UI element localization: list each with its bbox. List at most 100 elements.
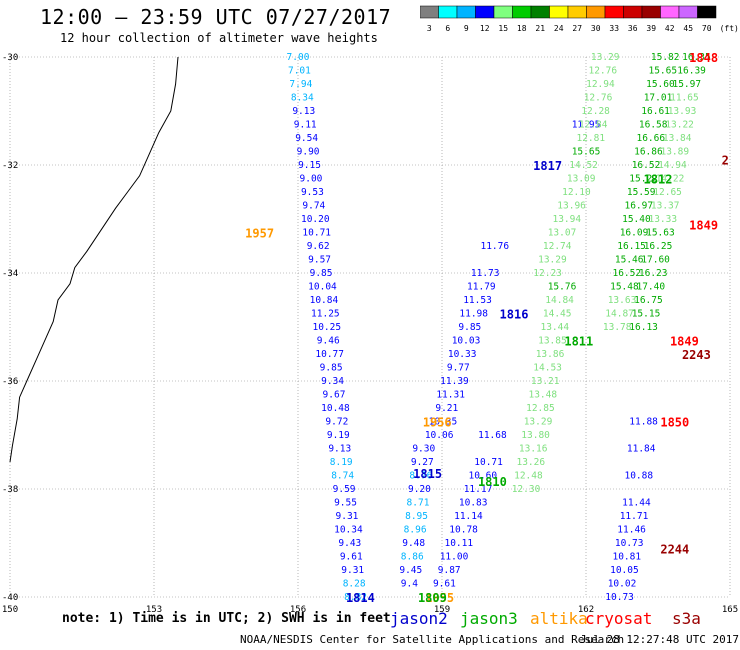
- wave-height-label: 10.33: [448, 349, 477, 360]
- wave-height-label: 12.94: [586, 79, 615, 90]
- note-text: note: 1) Time is in UTC; 2) SWH is in fe…: [62, 611, 391, 626]
- wave-height-label: 13.21: [531, 376, 560, 387]
- wave-height-label: 9.85: [320, 363, 343, 374]
- wave-height-label: 17.40: [636, 282, 665, 293]
- wave-height-label: 16.86: [634, 147, 663, 158]
- satellite-legend-jason3: jason3: [460, 609, 518, 628]
- wave-height-label: 15.76: [548, 282, 577, 293]
- pass-time-label: 1811: [564, 335, 593, 349]
- wave-height-label: 10.06: [425, 430, 454, 441]
- wave-height-label: 9.54: [295, 133, 318, 144]
- wave-height-label: 13.44: [540, 322, 569, 333]
- pass-time-label: 2244: [660, 542, 689, 556]
- wave-height-label: 11.44: [622, 498, 651, 509]
- wave-height-label: 11.68: [478, 430, 507, 441]
- wave-height-label: 10.88: [624, 471, 653, 482]
- wave-height-label: 11.95: [572, 120, 601, 131]
- wave-height-label: 13.48: [528, 390, 557, 401]
- wave-height-label: 9.31: [336, 511, 359, 522]
- wave-height-label: 8.82: [344, 592, 367, 603]
- legend-tick-label: 21: [535, 24, 545, 33]
- pass-time-label: 2243: [682, 348, 711, 362]
- wave-height-label: 9.11: [294, 120, 317, 131]
- wave-height-label: 14.53: [533, 363, 562, 374]
- wave-height-label: 15.48: [610, 282, 639, 293]
- wave-height-label: 16.23: [639, 268, 668, 279]
- wave-height-label: 11.79: [467, 282, 496, 293]
- wave-height-label: 12.76: [588, 66, 617, 77]
- wave-height-label: 10.35: [429, 417, 458, 428]
- x-tick-label: 165: [722, 605, 738, 615]
- wave-height-label: 10.25: [312, 322, 341, 333]
- wave-height-label: 14.22: [656, 174, 685, 185]
- wave-height-label: 13.29: [591, 52, 620, 63]
- legend-tick-label: 18: [517, 24, 527, 33]
- wave-height-label: 13.96: [557, 201, 586, 212]
- wave-height-label: 16.35: [682, 52, 711, 63]
- wave-height-label: 11.88: [629, 417, 658, 428]
- legend-tick-label: 33: [609, 24, 619, 33]
- legend-tick-label: 3: [427, 24, 432, 33]
- timestamp-text: Jul 28 12:27:48 UTC 2017: [580, 633, 739, 646]
- wave-height-label: 15.82: [651, 52, 680, 63]
- pass-time-label: 1955: [425, 591, 454, 605]
- pass-time-label: 1957: [245, 227, 274, 241]
- wave-height-label: 13.86: [536, 349, 565, 360]
- coastline: [9, 56, 179, 463]
- wave-height-label: 7.94: [289, 79, 312, 90]
- wave-height-label: 12.84: [579, 120, 608, 131]
- wave-height-label: 9.46: [317, 336, 340, 347]
- wave-height-label: 13.33: [648, 214, 677, 225]
- x-tick-label: 156: [290, 605, 306, 615]
- wave-height-label: 14.94: [658, 160, 687, 171]
- wave-height-label: 9.90: [297, 147, 320, 158]
- wave-height-label: 13.85: [538, 336, 567, 347]
- wave-height-label: 10.73: [615, 538, 644, 549]
- legend-tick-label: 70: [702, 24, 712, 33]
- pass-time-label: 1956: [423, 416, 452, 430]
- wave-height-label: 9.45: [399, 565, 422, 576]
- wave-height-label: 9.87: [438, 565, 461, 576]
- wave-height-label: 13.09: [567, 174, 596, 185]
- wave-height-label: 12.23: [533, 268, 562, 279]
- wave-height-label: 14.52: [569, 160, 598, 171]
- x-tick-label: 150: [2, 605, 18, 615]
- wave-height-label: 9.20: [408, 484, 431, 495]
- satellite-legend-s3a: s3a: [672, 609, 701, 628]
- wave-height-label: 9.48: [402, 538, 425, 549]
- wave-height-label: 9.59: [333, 484, 356, 495]
- wave-height-label: 16.15: [617, 241, 646, 252]
- color-legend: 3 6 9 12 15 18 21 24 27 30 33 36 39 42 45 70 (ft): [420, 5, 739, 33]
- wave-height-label: 12.28: [581, 106, 610, 117]
- pass-time-label: 1849: [689, 218, 718, 232]
- wave-height-label: 12.81: [576, 133, 605, 144]
- wave-height-label: 15.60: [646, 79, 675, 90]
- wave-height-label: 17.60: [641, 255, 670, 266]
- wave-height-label: 13.89: [660, 147, 689, 158]
- wave-height-label: 9.55: [334, 498, 357, 509]
- wave-height-label: 13.63: [608, 295, 637, 306]
- wave-height-label: 13.07: [548, 228, 577, 239]
- legend-tick-label: 39: [646, 24, 656, 33]
- wave-height-label: 10.34: [334, 525, 363, 536]
- legend-swatch: [697, 5, 717, 19]
- wave-height-label: 17.01: [644, 93, 673, 104]
- legend-tick-label: 36: [628, 24, 638, 33]
- y-tick-label: -32: [2, 161, 18, 171]
- legend-tick-label: 12: [480, 24, 490, 33]
- legend-tick-label: 27: [572, 24, 582, 33]
- legend-tick-label: 30: [591, 24, 601, 33]
- wave-height-label: 9.61: [433, 579, 456, 590]
- x-tick-label: 162: [578, 605, 594, 615]
- wave-height-label: 9.53: [301, 187, 324, 198]
- pass-time-label: 1849: [670, 335, 699, 349]
- wave-height-label: 13.26: [516, 457, 545, 468]
- wave-height-label: 14.87: [605, 309, 634, 320]
- pass-time-label: 1817: [533, 159, 562, 173]
- wave-height-label: 11.53: [463, 295, 492, 306]
- wave-height-label: 13.16: [519, 444, 548, 455]
- satellite-legend-cryosat: cryosat: [585, 609, 653, 628]
- wave-height-label: 11.73: [471, 268, 500, 279]
- wave-height-label: 10.60: [468, 471, 497, 482]
- wave-height-label: 11.25: [311, 309, 340, 320]
